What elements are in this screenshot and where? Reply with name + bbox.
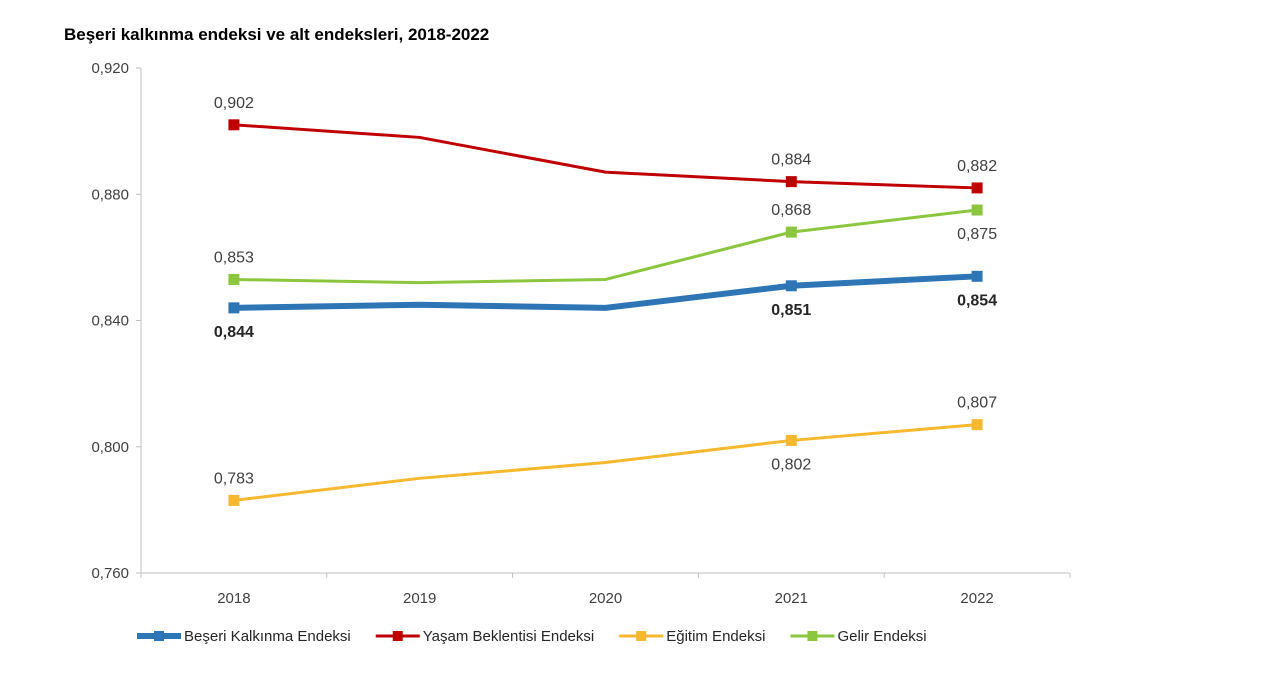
data-label-gelir-endeksi: 0,853 <box>214 249 254 266</box>
data-label-e-itim-endeksi: 0,802 <box>771 456 811 473</box>
data-point-be-eri-kalk-nma-endeksi <box>228 302 240 314</box>
data-label-be-eri-kalk-nma-endeksi: 0,844 <box>214 324 254 341</box>
legend-marker-e-itim-endeksi <box>636 631 647 641</box>
legend-marker-gelir-endeksi <box>807 631 818 641</box>
data-point-be-eri-kalk-nma-endeksi <box>785 280 797 292</box>
y-tick-label: 0,800 <box>91 439 129 456</box>
legend-label-ya-am-beklentisi-endeksi: Yaşam Beklentisi Endeksi <box>423 628 594 645</box>
data-label-ya-am-beklentisi-endeksi: 0,882 <box>957 158 997 175</box>
data-point-be-eri-kalk-nma-endeksi <box>971 270 983 282</box>
data-label-gelir-endeksi: 0,868 <box>771 202 811 219</box>
x-tick-label: 2019 <box>403 590 436 607</box>
data-point-e-itim-endeksi <box>971 419 983 431</box>
series-line-be-eri-kalk-nma-endeksi <box>233 273 978 311</box>
series-line-ya-am-beklentisi-endeksi <box>233 123 978 190</box>
y-tick-label: 0,760 <box>91 565 129 582</box>
legend-marker-be-eri-kalk-nma-endeksi <box>154 631 164 641</box>
legend-label-e-itim-endeksi: Eğitim Endeksi <box>666 628 765 645</box>
data-label-be-eri-kalk-nma-endeksi: 0,854 <box>957 292 997 309</box>
data-label-ya-am-beklentisi-endeksi: 0,902 <box>214 95 254 112</box>
series-line-gelir-endeksi <box>233 208 978 285</box>
y-tick-label: 0,840 <box>91 313 129 330</box>
data-point-gelir-endeksi <box>228 273 240 285</box>
data-point-gelir-endeksi <box>971 204 983 216</box>
data-label-e-itim-endeksi: 0,807 <box>957 395 997 412</box>
legend-label-gelir-endeksi: Gelir Endeksi <box>837 628 926 645</box>
y-tick-label: 0,880 <box>91 186 129 203</box>
data-point-e-itim-endeksi <box>228 494 240 506</box>
data-label-gelir-endeksi: 0,875 <box>957 226 997 243</box>
x-tick-label: 2021 <box>775 590 808 607</box>
data-label-ya-am-beklentisi-endeksi: 0,884 <box>771 152 811 169</box>
legend-marker-ya-am-beklentisi-endeksi <box>392 631 403 641</box>
data-point-ya-am-beklentisi-endeksi <box>228 119 240 131</box>
data-label-e-itim-endeksi: 0,783 <box>214 470 254 487</box>
data-label-be-eri-kalk-nma-endeksi: 0,851 <box>771 302 811 319</box>
x-tick-label: 2022 <box>960 590 993 607</box>
y-tick-label: 0,920 <box>91 60 129 77</box>
legend-label-be-eri-kalk-nma-endeksi: Beşeri Kalkınma Endeksi <box>184 628 351 645</box>
chart-title: Beşeri kalkınma endeksi ve alt endeksler… <box>64 25 490 44</box>
data-point-e-itim-endeksi <box>785 434 797 446</box>
data-point-ya-am-beklentisi-endeksi <box>785 176 797 188</box>
x-tick-label: 2020 <box>589 590 622 607</box>
series-line-e-itim-endeksi <box>233 423 978 502</box>
data-point-gelir-endeksi <box>785 226 797 238</box>
data-point-ya-am-beklentisi-endeksi <box>971 182 983 194</box>
x-tick-label: 2018 <box>217 590 250 607</box>
